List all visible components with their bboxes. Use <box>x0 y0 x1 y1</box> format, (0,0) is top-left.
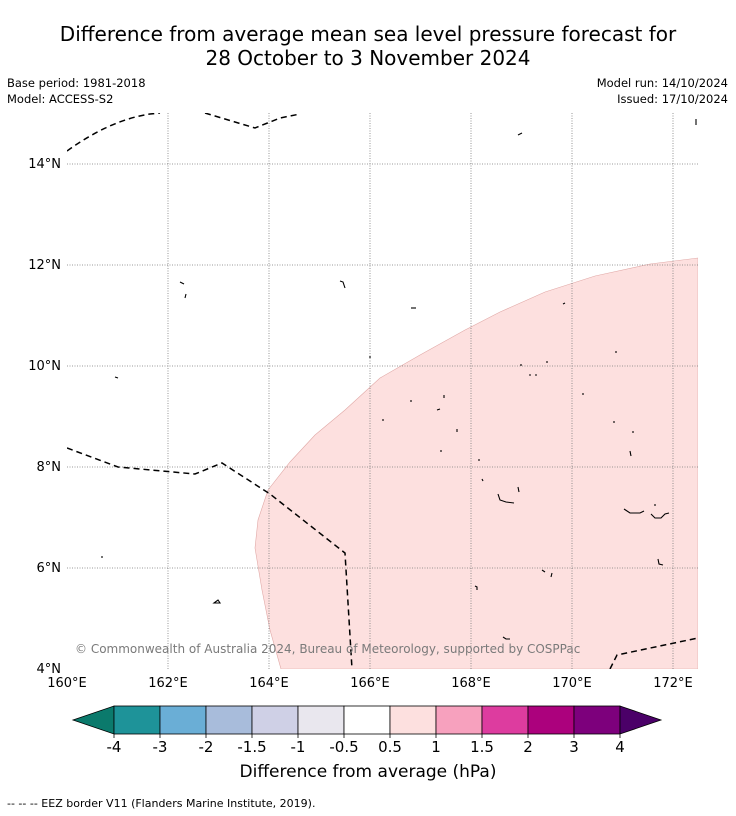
meta-right: Model run: 14/10/2024 Issued: 17/10/2024 <box>597 75 728 107</box>
colorbar-segment <box>619 705 663 735</box>
eez-borders <box>67 113 698 669</box>
issued-date: Issued: 17/10/2024 <box>617 92 728 106</box>
lat-label: 10°N <box>28 359 61 374</box>
lat-label: 4°N <box>37 662 62 677</box>
colorbar-tick-label: -1 <box>291 738 306 756</box>
eez-legend: -- -- -- EEZ border V11 (Flanders Marine… <box>7 797 316 810</box>
colorbar-segment <box>297 705 345 735</box>
lon-label: 168°E <box>451 676 491 691</box>
colorbar-tick-label: -0.5 <box>329 738 358 756</box>
colorbar-segment <box>343 705 391 735</box>
model-name: Model: ACCESS-S2 <box>7 92 114 106</box>
pressure-anomaly-region <box>254 257 698 669</box>
colorbar-segment <box>113 705 161 735</box>
colorbar-segment <box>71 705 115 735</box>
model-run: Model run: 14/10/2024 <box>596 76 728 90</box>
lat-label: 14°N <box>28 157 61 172</box>
gridlines <box>67 113 698 669</box>
lon-label: 162°E <box>148 676 188 691</box>
title-line-2: 28 October to 3 November 2024 <box>205 46 531 70</box>
colorbar-segment <box>527 705 575 735</box>
lon-label: 172°E <box>653 676 693 691</box>
colorbar-segment <box>205 705 253 735</box>
colorbar-tick-label: 0.5 <box>378 738 402 756</box>
colorbar-segment <box>573 705 621 735</box>
colorbar-segment <box>251 705 299 735</box>
meta-left: Base period: 1981-2018 Model: ACCESS-S2 <box>7 75 146 107</box>
colorbar-tick-label: 2 <box>523 738 533 756</box>
colorbar-tick-label: 3 <box>569 738 579 756</box>
lat-label: 8°N <box>37 460 62 475</box>
lon-label: 170°E <box>552 676 592 691</box>
colorbar-tick-label: 1.5 <box>470 738 494 756</box>
islands <box>101 119 697 640</box>
map-area: © Commonwealth of Australia 2024, Bureau… <box>67 113 698 669</box>
lon-label: 166°E <box>350 676 390 691</box>
colorbar-tick-label: 1 <box>431 738 441 756</box>
longitude-labels: 160°E 162°E 164°E 166°E 168°E 170°E 172°… <box>47 676 693 691</box>
colorbar-tick-label: -3 <box>153 738 168 756</box>
colorbar-tick-label: -4 <box>107 738 122 756</box>
colorbar-segment <box>159 705 207 735</box>
colorbar-segment <box>481 705 529 735</box>
copyright-text: © Commonwealth of Australia 2024, Bureau… <box>75 642 580 656</box>
colorbar-title: Difference from average (hPa) <box>239 762 497 782</box>
lon-label: 164°E <box>249 676 289 691</box>
colorbar-tick-label: -1.5 <box>237 738 266 756</box>
lon-label: 160°E <box>47 676 87 691</box>
colorbar-segment <box>435 705 483 735</box>
colorbar: -4 -3 -2 -1.5 -1 -0.5 0.5 1 1.5 2 3 4 <box>71 705 663 756</box>
colorbar-tick-label: 4 <box>615 738 625 756</box>
lat-label: 12°N <box>28 258 61 273</box>
base-period: Base period: 1981-2018 <box>7 76 146 90</box>
lat-label: 6°N <box>37 561 62 576</box>
colorbar-tick-label: -2 <box>199 738 214 756</box>
latitude-labels: 14°N 12°N 10°N 8°N 6°N 4°N <box>28 157 61 677</box>
title-line-1: Difference from average mean sea level p… <box>59 22 677 46</box>
chart-title: Difference from average mean sea level p… <box>0 22 736 70</box>
colorbar-segment <box>389 705 437 735</box>
